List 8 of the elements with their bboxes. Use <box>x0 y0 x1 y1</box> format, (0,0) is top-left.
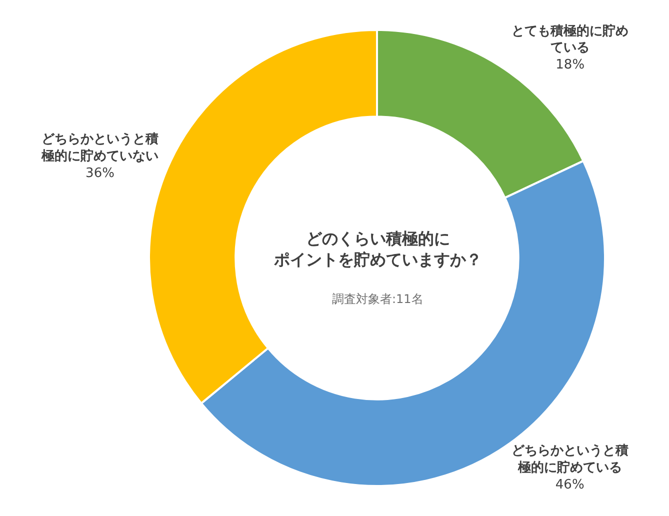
text: どのくらい積極的にポイントを貯めていますか？ <box>273 229 482 269</box>
data-label: 46% <box>555 477 584 492</box>
slice-label: どちらかというと積極的に貯めていない <box>40 132 158 164</box>
slice-label: とても積極的に貯めている <box>512 22 629 56</box>
data-label: 18% <box>556 58 585 73</box>
text: 調査対象者:11名 <box>332 292 424 306</box>
slice-label: どちらかというと積極的に貯めている <box>511 444 628 476</box>
data-label: 36% <box>86 166 114 181</box>
